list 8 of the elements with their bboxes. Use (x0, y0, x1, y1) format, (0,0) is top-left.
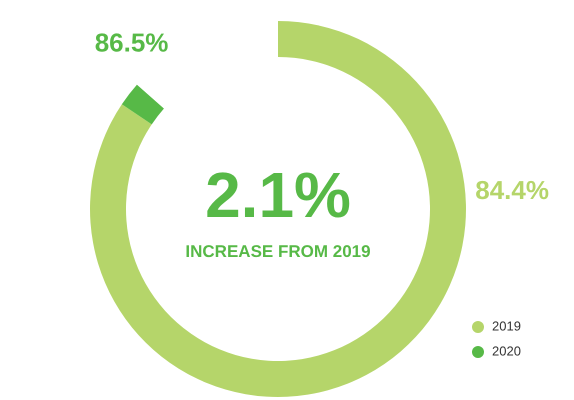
donut-slice (122, 84, 164, 124)
text: INCREASE FROM 2019 (185, 242, 371, 261)
data-label: 84.4% (475, 174, 550, 205)
text: 2.1% (205, 159, 351, 231)
text: 86.5% (94, 28, 168, 58)
legend-label: 2020 (492, 343, 521, 358)
donut-slice (90, 21, 466, 397)
legend-label: 2019 (492, 318, 521, 334)
